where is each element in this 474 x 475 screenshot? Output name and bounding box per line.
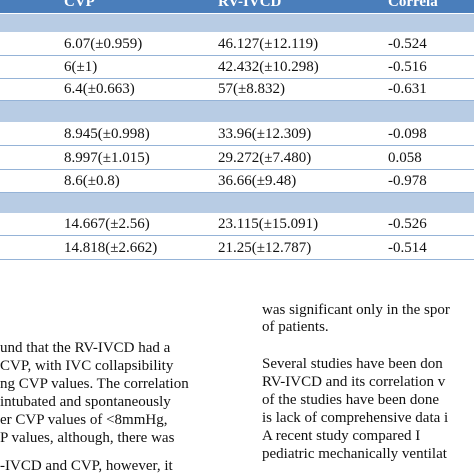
table-cell: 8.997(±1.015) [64, 150, 150, 166]
table-cell: 33.96(±12.309) [218, 126, 312, 142]
text-line: CVP, with IVC collapsibility [0, 358, 174, 374]
text-line: ng CVP values. The correlation [0, 376, 189, 392]
table-cell: 14.667(±2.56) [64, 216, 150, 232]
table-cell: 8.945(±0.998) [64, 126, 150, 142]
table-cell: -0.978 [388, 173, 427, 189]
text-line: RV-IVCD and its correlation v [262, 374, 446, 390]
table-cell: -0.524 [388, 36, 427, 52]
table-cell: 46.127(±12.119) [218, 36, 319, 52]
table-row: 14.818(±2.662) 21.25(±12.787) -0.514 [0, 237, 474, 260]
table-header: CVP RV-IVCD Correla [0, 0, 474, 13]
table-cell: -0.526 [388, 216, 427, 232]
group-band [0, 14, 474, 32]
table-row: 6.07(±0.959) 46.127(±12.119) -0.524 [0, 33, 474, 56]
table-cell: 14.818(±2.662) [64, 240, 158, 256]
text-line: P values, although, there was [0, 430, 175, 446]
text-line: A recent study compared I [262, 428, 421, 444]
text-line: intubated and spontaneously [0, 394, 171, 410]
header-cell: Correla [388, 0, 438, 10]
table-cell: -0.631 [388, 81, 427, 97]
table-cell: 0.058 [388, 150, 422, 166]
text-line: er CVP values of <8mmHg, [0, 412, 168, 428]
table-cell: 23.115(±15.091) [218, 216, 319, 232]
table-cell: -0.514 [388, 240, 427, 256]
table-cell: 21.25(±12.787) [218, 240, 312, 256]
text-line: pediatric mechanically ventilat [262, 446, 447, 462]
table-row: 8.6(±0.8) 36.66(±9.48) -0.978 [0, 170, 474, 193]
text-line: Several studies have been don [262, 356, 443, 372]
table-cell: -0.516 [388, 59, 427, 75]
table-cell: 36.66(±9.48) [218, 173, 297, 189]
text-line: was significant only in the spor [262, 302, 450, 318]
text-line: of patients. [262, 319, 329, 335]
table-cell: 8.6(±0.8) [64, 173, 120, 189]
table-row: 6.4(±0.663) 57(±8.832) -0.631 [0, 78, 474, 101]
table-cell: 6(±1) [64, 59, 98, 75]
table-row: 8.945(±0.998) 33.96(±12.309) -0.098 [0, 123, 474, 146]
table-cell: 29.272(±7.480) [218, 150, 312, 166]
table-row: 14.667(±2.56) 23.115(±15.091) -0.526 [0, 213, 474, 236]
text-line: -IVCD and CVP, however, it [0, 458, 173, 474]
table-cell: 42.432(±10.298) [218, 59, 319, 75]
table-row: 8.997(±1.015) 29.272(±7.480) 0.058 [0, 147, 474, 170]
table-cell: 6.07(±0.959) [64, 36, 143, 52]
text-line: of the studies have been done [262, 392, 440, 408]
group-band [0, 192, 474, 213]
table-cell: -0.098 [388, 126, 427, 142]
text-line: is lack of comprehensive data i [262, 410, 449, 426]
text-line: und that the RV-IVCD had a [0, 340, 171, 356]
header-cell: RV-IVCD [218, 0, 282, 10]
table-cell: 57(±8.832) [218, 81, 285, 97]
group-band [0, 101, 474, 122]
table-row: 6(±1) 42.432(±10.298) -0.516 [0, 56, 474, 79]
table-cell: 6.4(±0.663) [64, 81, 135, 97]
header-cell: CVP [64, 0, 95, 10]
